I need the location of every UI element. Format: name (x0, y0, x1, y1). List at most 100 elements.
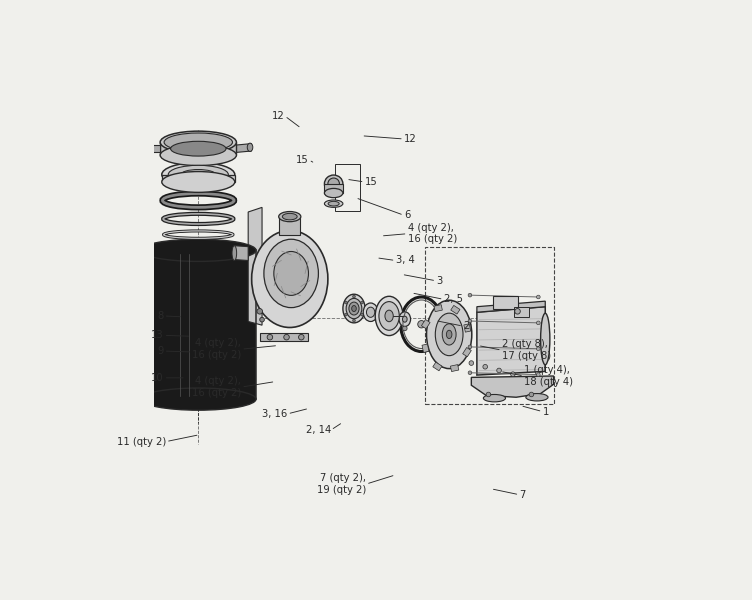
Text: 7: 7 (520, 490, 526, 500)
Ellipse shape (328, 178, 339, 190)
Circle shape (284, 334, 290, 340)
Circle shape (267, 334, 273, 340)
Polygon shape (472, 376, 553, 397)
Text: 9: 9 (157, 346, 164, 356)
Ellipse shape (352, 305, 356, 311)
Ellipse shape (375, 296, 403, 335)
Ellipse shape (162, 172, 235, 193)
Ellipse shape (324, 175, 343, 193)
Circle shape (483, 364, 487, 369)
Ellipse shape (160, 145, 236, 166)
Ellipse shape (328, 202, 339, 206)
Text: 13: 13 (151, 331, 164, 340)
Ellipse shape (142, 145, 148, 153)
Circle shape (468, 345, 472, 349)
Circle shape (511, 372, 515, 376)
Circle shape (536, 347, 540, 350)
Circle shape (353, 319, 356, 322)
Ellipse shape (141, 239, 256, 262)
Polygon shape (477, 301, 545, 312)
Text: 2 (qty 8),
17 (qty 8): 2 (qty 8), 17 (qty 8) (502, 340, 551, 361)
Circle shape (402, 326, 407, 331)
Text: 15: 15 (296, 155, 309, 165)
Circle shape (468, 371, 472, 374)
Text: 8: 8 (157, 311, 164, 321)
Ellipse shape (247, 143, 253, 151)
Text: 1: 1 (542, 407, 549, 416)
Text: 2: 2 (463, 321, 469, 331)
Ellipse shape (162, 163, 235, 187)
Polygon shape (477, 307, 545, 375)
Circle shape (468, 319, 472, 323)
Text: 2, 14: 2, 14 (305, 425, 331, 435)
Bar (462, 347, 472, 357)
Ellipse shape (282, 214, 297, 220)
Circle shape (536, 373, 540, 376)
Ellipse shape (141, 388, 256, 410)
Text: 2, 5: 2, 5 (444, 295, 462, 304)
Bar (433, 362, 442, 371)
Ellipse shape (343, 294, 365, 323)
Circle shape (497, 368, 502, 373)
Polygon shape (160, 142, 236, 155)
Text: 3, 4: 3, 4 (396, 256, 414, 265)
Circle shape (418, 320, 425, 328)
Ellipse shape (171, 141, 226, 156)
Ellipse shape (164, 133, 232, 151)
Ellipse shape (379, 302, 399, 330)
Circle shape (469, 361, 474, 365)
Circle shape (536, 295, 540, 299)
Ellipse shape (399, 312, 411, 326)
Polygon shape (248, 208, 262, 325)
Circle shape (344, 301, 347, 304)
Circle shape (353, 295, 356, 298)
Bar (464, 324, 471, 332)
Bar (450, 365, 459, 371)
Circle shape (536, 321, 540, 325)
Ellipse shape (181, 169, 216, 179)
Text: 4 (qty 2),
16 (qty 2): 4 (qty 2), 16 (qty 2) (192, 338, 241, 360)
Ellipse shape (402, 316, 407, 322)
Ellipse shape (160, 131, 236, 154)
Ellipse shape (346, 298, 362, 319)
Polygon shape (324, 184, 343, 193)
Ellipse shape (252, 230, 328, 328)
Circle shape (257, 308, 262, 314)
Ellipse shape (279, 212, 301, 221)
Ellipse shape (349, 302, 359, 315)
Bar (422, 344, 429, 352)
Text: 4 (qty 2),
16 (qty 2): 4 (qty 2), 16 (qty 2) (192, 376, 241, 398)
Ellipse shape (324, 200, 343, 208)
Polygon shape (141, 250, 256, 399)
Bar (514, 307, 529, 317)
Ellipse shape (366, 307, 374, 317)
Polygon shape (259, 334, 308, 341)
Text: 6: 6 (404, 210, 411, 220)
Bar (425, 247, 553, 404)
Circle shape (344, 313, 347, 316)
Ellipse shape (363, 303, 378, 322)
Circle shape (515, 308, 520, 314)
Ellipse shape (324, 188, 343, 197)
Text: 12: 12 (404, 134, 417, 144)
Text: 12: 12 (272, 111, 285, 121)
Polygon shape (162, 175, 235, 182)
Bar (434, 305, 442, 311)
Text: 10: 10 (151, 373, 164, 383)
Text: 11 (qty 2): 11 (qty 2) (117, 437, 166, 446)
Ellipse shape (168, 166, 229, 184)
Ellipse shape (435, 313, 463, 356)
Polygon shape (145, 145, 160, 152)
Polygon shape (237, 143, 251, 152)
Ellipse shape (274, 251, 308, 295)
Circle shape (486, 392, 491, 397)
Ellipse shape (447, 330, 452, 338)
Text: 3: 3 (436, 276, 442, 286)
Bar (335, 164, 360, 211)
Ellipse shape (426, 300, 472, 368)
Text: 4 (qty 2),
16 (qty 2): 4 (qty 2), 16 (qty 2) (408, 223, 456, 245)
Bar (450, 305, 460, 314)
Text: 3, 16: 3, 16 (262, 409, 287, 419)
Ellipse shape (526, 394, 548, 401)
Polygon shape (279, 217, 300, 235)
